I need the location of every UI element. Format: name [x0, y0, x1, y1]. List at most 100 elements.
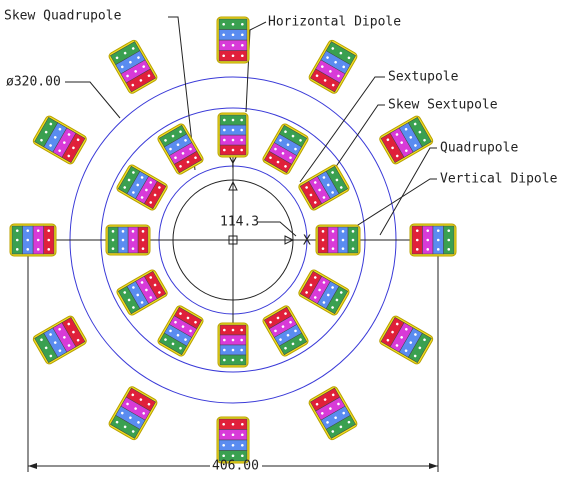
conductor	[315, 402, 319, 406]
conductor	[284, 165, 287, 168]
leader	[346, 178, 437, 233]
conductor	[174, 320, 177, 324]
conductor	[134, 407, 137, 410]
y-arrow	[228, 180, 238, 191]
conductor	[413, 354, 417, 358]
conductor	[400, 141, 403, 144]
conductor	[395, 322, 399, 326]
conductor	[140, 176, 144, 179]
conductor	[291, 342, 295, 346]
conductor	[58, 327, 61, 331]
conductor	[231, 33, 235, 37]
conductor	[111, 230, 115, 233]
conductor	[53, 136, 57, 139]
conductor	[47, 229, 51, 232]
conductor	[339, 425, 343, 429]
coil	[379, 315, 434, 365]
conductor	[322, 196, 326, 199]
conductor	[331, 191, 334, 194]
conductor	[231, 54, 235, 58]
conductor	[347, 56, 351, 60]
conductor	[76, 338, 80, 342]
conductor	[231, 118, 235, 122]
conductor	[179, 130, 182, 134]
coil	[216, 416, 250, 464]
conductor	[436, 238, 440, 242]
conductor	[26, 238, 30, 242]
conductor	[115, 420, 119, 424]
conductor	[49, 333, 52, 336]
conductor	[15, 238, 19, 242]
conductor	[415, 238, 419, 242]
conductor	[240, 148, 243, 152]
conductor	[326, 183, 330, 187]
conductor	[331, 247, 335, 250]
coil	[262, 123, 309, 175]
conductor	[423, 138, 426, 142]
conductor	[323, 79, 327, 82]
conductor	[134, 70, 137, 73]
conductor	[326, 293, 330, 297]
conductor	[123, 51, 127, 55]
conductor	[281, 152, 285, 155]
conductor	[284, 346, 287, 350]
conductor	[121, 230, 125, 233]
coil	[217, 322, 249, 368]
conductor	[409, 136, 413, 139]
conductor	[415, 248, 419, 251]
conductor	[231, 328, 235, 332]
conductor	[386, 338, 390, 342]
conductor	[171, 342, 175, 346]
conductor	[189, 147, 192, 151]
conductor	[351, 247, 355, 250]
axis-label: Y	[229, 157, 237, 172]
conductor	[391, 330, 394, 334]
conductor	[339, 51, 343, 55]
conductor	[289, 320, 292, 324]
coil	[217, 112, 249, 158]
leader	[258, 221, 297, 237]
leader	[299, 76, 385, 183]
conductor	[447, 229, 451, 232]
conductor	[299, 139, 302, 142]
conductor	[139, 79, 143, 82]
coil	[308, 386, 358, 441]
conductor	[158, 186, 161, 189]
conductor	[405, 327, 408, 331]
conductor	[129, 60, 132, 64]
conductor	[58, 349, 62, 353]
conductor	[321, 247, 325, 250]
conductor	[231, 22, 235, 26]
leader	[168, 16, 196, 171]
conductor	[404, 349, 408, 353]
conductor	[223, 328, 226, 332]
conductor	[149, 296, 153, 299]
conductor	[132, 191, 135, 194]
conductor	[186, 316, 190, 320]
conductor	[72, 330, 75, 334]
conductor	[136, 183, 140, 187]
conductor	[186, 160, 190, 164]
conductor	[149, 181, 153, 184]
conductor	[414, 333, 417, 336]
conductor	[426, 229, 430, 232]
conductor	[418, 130, 422, 134]
conductor	[132, 306, 135, 309]
conductor	[231, 338, 235, 342]
conductor	[158, 291, 161, 294]
conductor	[231, 454, 235, 458]
conductor	[231, 43, 235, 47]
conductor	[111, 247, 115, 250]
conductor	[318, 188, 321, 192]
conductor	[174, 156, 177, 160]
label: Vertical Dipole	[440, 172, 558, 187]
conductor	[44, 130, 48, 134]
conductor	[169, 147, 172, 151]
conductor	[240, 348, 243, 352]
conductor	[76, 138, 80, 142]
conductor	[286, 143, 290, 147]
conductor	[63, 336, 66, 339]
conductor	[241, 22, 244, 26]
conductor	[284, 130, 287, 134]
conductor	[145, 188, 148, 192]
